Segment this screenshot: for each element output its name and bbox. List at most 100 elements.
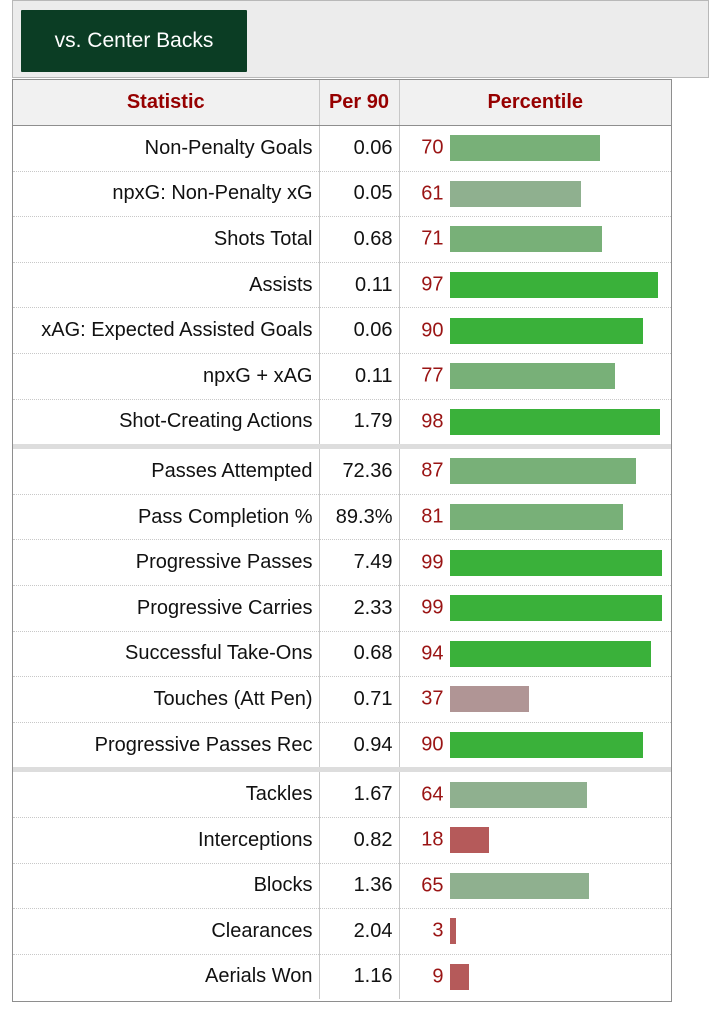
percentile-bar <box>449 458 636 485</box>
percentile-cell: 77 <box>399 353 671 400</box>
percentile-value: 70 <box>421 136 444 159</box>
per90-value: 1.36 <box>319 863 400 910</box>
percentile-cell: 90 <box>399 307 671 354</box>
table-row: Tackles 1.67 64 <box>13 772 671 818</box>
stat-name: Progressive Passes <box>13 539 320 586</box>
percentile-cell: 61 <box>399 171 671 218</box>
table-row: Progressive Passes 7.49 99 <box>13 539 671 586</box>
percentile-bar <box>449 732 643 759</box>
percentile-value: 37 <box>421 687 444 710</box>
stat-name: Shot-Creating Actions <box>13 399 320 445</box>
percentile-bar <box>449 640 651 667</box>
scouting-report-table: Statistic Per 90 Percentile Non-Penalty … <box>12 79 672 1002</box>
percentile-value: 90 <box>421 733 444 756</box>
per90-value: 1.16 <box>319 954 400 1000</box>
table-row: Aerials Won 1.16 9 <box>13 954 671 1000</box>
stat-name: Shots Total <box>13 216 320 263</box>
stat-name: Aerials Won <box>13 954 320 1000</box>
percentile-cell: 87 <box>399 449 671 495</box>
stat-name: Non-Penalty Goals <box>13 125 320 172</box>
percentile-value: 99 <box>421 551 444 574</box>
header-per90[interactable]: Per 90 <box>319 80 400 126</box>
stat-name: npxG + xAG <box>13 353 320 400</box>
percentile-value: 71 <box>421 227 444 250</box>
table-row: Shots Total 0.68 71 <box>13 216 671 263</box>
percentile-bar <box>449 686 529 713</box>
percentile-bar <box>449 180 581 207</box>
percentile-value: 90 <box>421 319 444 342</box>
percentile-cell: 65 <box>399 863 671 910</box>
per90-value: 0.11 <box>319 262 400 309</box>
percentile-value: 94 <box>421 642 444 665</box>
per90-value: 0.68 <box>319 216 400 263</box>
percentile-value: 77 <box>421 364 444 387</box>
stat-name: Clearances <box>13 908 320 955</box>
percentile-value: 9 <box>432 965 444 988</box>
stat-name: Passes Attempted <box>13 449 320 495</box>
table-row: Non-Penalty Goals 0.06 70 <box>13 125 671 172</box>
table-row: Passes Attempted 72.36 87 <box>13 449 671 495</box>
percentile-bar <box>449 504 623 531</box>
percentile-value: 64 <box>421 783 444 806</box>
percentile-bar <box>449 872 589 899</box>
percentile-cell: 97 <box>399 262 671 309</box>
percentile-cell: 70 <box>399 125 671 172</box>
percentile-cell: 64 <box>399 772 671 818</box>
table-row: Touches (Att Pen) 0.71 37 <box>13 676 671 723</box>
percentile-cell: 81 <box>399 494 671 541</box>
stat-name: xAG: Expected Assisted Goals <box>13 307 320 354</box>
table-row: Interceptions 0.82 18 <box>13 817 671 864</box>
table-row: npxG: Non-Penalty xG 0.05 61 <box>13 171 671 218</box>
percentile-cell: 94 <box>399 631 671 678</box>
percentile-cell: 9 <box>399 954 671 999</box>
stat-name: Successful Take-Ons <box>13 631 320 678</box>
table-row: npxG + xAG 0.11 77 <box>13 353 671 400</box>
group-separator-cell <box>13 767 671 773</box>
per90-value: 0.82 <box>319 817 400 864</box>
table-row: xAG: Expected Assisted Goals 0.06 90 <box>13 307 671 354</box>
per90-value: 0.05 <box>319 171 400 218</box>
per90-value: 1.67 <box>319 772 400 818</box>
percentile-bar <box>449 595 662 622</box>
table-row: Blocks 1.36 65 <box>13 863 671 910</box>
table-row: Progressive Carries 2.33 99 <box>13 585 671 632</box>
percentile-value: 18 <box>421 828 444 851</box>
percentile-cell: 98 <box>399 399 671 444</box>
comparison-tab-bar: vs. Center Backs <box>12 0 709 78</box>
header-percentile[interactable]: Percentile <box>399 80 671 126</box>
header-statistic[interactable]: Statistic <box>13 80 320 126</box>
percentile-cell: 3 <box>399 908 671 955</box>
group-separator-cell <box>13 444 671 450</box>
percentile-value: 99 <box>421 596 444 619</box>
percentile-bar <box>449 363 615 390</box>
percentile-value: 87 <box>421 459 444 482</box>
percentile-cell: 99 <box>399 585 671 632</box>
percentile-bar <box>449 549 662 576</box>
tab-vs-center-backs[interactable]: vs. Center Backs <box>21 10 247 72</box>
table-row: Successful Take-Ons 0.68 94 <box>13 631 671 678</box>
percentile-value: 3 <box>432 919 444 942</box>
stat-name: npxG: Non-Penalty xG <box>13 171 320 218</box>
percentile-value: 65 <box>421 874 444 897</box>
table-row: Clearances 2.04 3 <box>13 908 671 955</box>
group-separator <box>13 767 671 773</box>
percentile-bar <box>449 408 660 435</box>
table-row: Shot-Creating Actions 1.79 98 <box>13 399 671 445</box>
percentile-cell: 99 <box>399 539 671 586</box>
per90-value: 1.79 <box>319 399 400 445</box>
percentile-value: 61 <box>421 182 444 205</box>
stat-name: Interceptions <box>13 817 320 864</box>
percentile-bar <box>449 963 469 990</box>
percentile-cell: 90 <box>399 722 671 767</box>
per90-value: 72.36 <box>319 449 400 495</box>
percentile-cell: 18 <box>399 817 671 864</box>
percentile-value: 97 <box>421 273 444 296</box>
stat-name: Tackles <box>13 772 320 818</box>
stat-name: Progressive Carries <box>13 585 320 632</box>
percentile-bar <box>449 226 602 253</box>
per90-value: 2.33 <box>319 585 400 632</box>
per90-value: 2.04 <box>319 908 400 955</box>
percentile-value: 81 <box>421 505 444 528</box>
percentile-bar <box>449 918 456 945</box>
table-body: Non-Penalty Goals 0.06 70 npxG: Non-Penalty… <box>13 125 671 1000</box>
